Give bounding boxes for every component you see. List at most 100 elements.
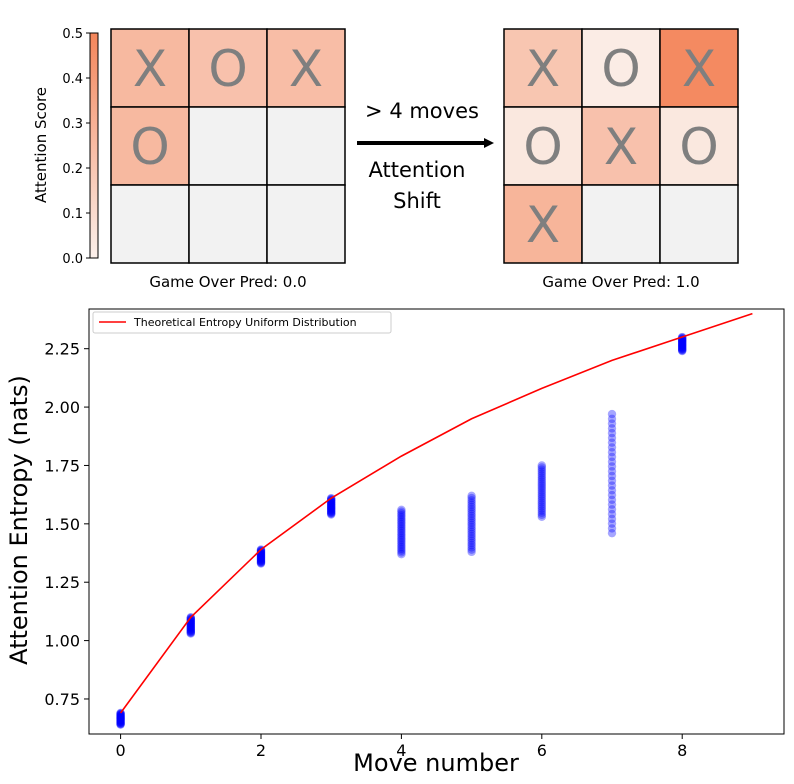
scatter-point bbox=[467, 534, 476, 543]
scatter-point bbox=[537, 496, 547, 505]
legend: Theoretical Entropy Uniform Distribution bbox=[92, 311, 392, 334]
scatter-point bbox=[607, 519, 617, 528]
scatter-point bbox=[537, 483, 547, 493]
scatter-point bbox=[607, 443, 617, 452]
scatter-point bbox=[607, 419, 617, 428]
scatter-point bbox=[186, 628, 195, 637]
scatter-point bbox=[256, 558, 266, 568]
colorbar-label: Attention Score bbox=[32, 87, 50, 203]
scatter-point bbox=[607, 514, 617, 524]
scatter-point bbox=[116, 717, 125, 727]
scatter-point bbox=[186, 620, 195, 629]
o-mark: O bbox=[523, 118, 562, 176]
scatter-point bbox=[467, 518, 476, 527]
legend-box bbox=[92, 311, 392, 334]
scatter-point bbox=[256, 555, 266, 565]
scatter-point bbox=[397, 534, 406, 543]
x-axis-label: Move number bbox=[353, 749, 519, 777]
scatter-point bbox=[607, 486, 617, 495]
scatter-point bbox=[607, 505, 617, 514]
scatter-point bbox=[537, 481, 547, 491]
scatter-point bbox=[678, 339, 687, 348]
scatter-point bbox=[326, 501, 336, 511]
scatter-point bbox=[607, 481, 617, 490]
y-tick-label: 1.00 bbox=[44, 632, 80, 651]
scatter-point bbox=[607, 438, 617, 447]
scatter-point bbox=[326, 501, 336, 510]
o-mark: O bbox=[130, 118, 169, 176]
scatter-point bbox=[397, 542, 406, 552]
scatter-point bbox=[537, 471, 547, 480]
scatter-point bbox=[467, 511, 476, 521]
scatter-point bbox=[397, 549, 406, 559]
scatter-point bbox=[678, 345, 687, 354]
scatter-point bbox=[397, 537, 406, 546]
x-mark: X bbox=[526, 196, 560, 254]
x-axis-ticks: 0 2 4 6 8 bbox=[115, 734, 687, 760]
scatter-point bbox=[397, 535, 406, 545]
attention-shift-arrow: > 4 moves Attention Shift bbox=[357, 99, 494, 213]
scatter-point bbox=[186, 619, 195, 628]
scatter-point bbox=[678, 338, 687, 347]
scatter-point bbox=[607, 447, 617, 457]
scatter-point bbox=[116, 719, 125, 729]
scatter-point bbox=[467, 509, 476, 518]
scatter-point bbox=[186, 627, 195, 636]
x-tick-label: 4 bbox=[396, 741, 406, 760]
scatter-point bbox=[467, 536, 476, 545]
scatter-point bbox=[326, 495, 336, 505]
scatter-point bbox=[256, 556, 266, 565]
scatter-point bbox=[467, 540, 476, 550]
scatter-point bbox=[397, 509, 406, 518]
scatter-point bbox=[607, 509, 617, 519]
scatter-point bbox=[397, 532, 406, 541]
scatter-point bbox=[326, 508, 336, 517]
scatter-point bbox=[116, 719, 125, 728]
scatter-point bbox=[467, 538, 476, 548]
scatter-point bbox=[326, 499, 336, 508]
scatter-series bbox=[116, 332, 687, 729]
scatter-point bbox=[537, 463, 547, 472]
o-mark: O bbox=[208, 40, 247, 98]
scatter-point bbox=[397, 548, 406, 557]
scatter-point bbox=[467, 529, 476, 539]
x-mark: X bbox=[133, 40, 167, 98]
scatter-point bbox=[537, 487, 547, 497]
scatter-point bbox=[397, 523, 406, 532]
scatter-point bbox=[397, 516, 406, 525]
scatter-point bbox=[397, 519, 406, 529]
scatter-point bbox=[537, 479, 547, 489]
scatter-point bbox=[678, 344, 687, 353]
y-tick-label: 1.75 bbox=[44, 456, 80, 475]
scatter-point bbox=[186, 628, 195, 638]
scatter-point bbox=[186, 625, 195, 634]
x-mark: X bbox=[604, 118, 638, 176]
scatter-point bbox=[607, 471, 617, 481]
scatter-point bbox=[467, 543, 476, 552]
scatter-point bbox=[256, 558, 266, 567]
scatter-point bbox=[116, 713, 125, 722]
board-cell bbox=[188, 184, 268, 264]
scatter-point bbox=[678, 336, 687, 346]
scatter-point bbox=[256, 547, 266, 556]
plot-area bbox=[88, 308, 785, 735]
scatter-point bbox=[678, 345, 687, 355]
scatter-point bbox=[607, 452, 617, 462]
scatter-point bbox=[116, 710, 125, 719]
scatter-point bbox=[537, 494, 547, 503]
scatter-point bbox=[186, 620, 195, 630]
board-cell bbox=[266, 106, 346, 186]
scatter-point bbox=[397, 544, 406, 554]
colorbar-tick-label: 0.4 bbox=[62, 72, 83, 87]
colorbar-tick-label: 0.5 bbox=[62, 27, 83, 42]
scatter-point bbox=[537, 492, 547, 501]
scatter-point bbox=[607, 490, 617, 500]
scatter-point bbox=[537, 500, 547, 509]
scatter-point bbox=[607, 528, 617, 538]
scatter-point bbox=[326, 502, 336, 511]
y-tick-label: 0.75 bbox=[44, 690, 80, 709]
board-cell bbox=[110, 184, 190, 264]
scatter-point bbox=[186, 622, 195, 631]
y-tick-label: 2.25 bbox=[44, 340, 80, 359]
board-right-caption: Game Over Pred: 1.0 bbox=[542, 273, 699, 291]
